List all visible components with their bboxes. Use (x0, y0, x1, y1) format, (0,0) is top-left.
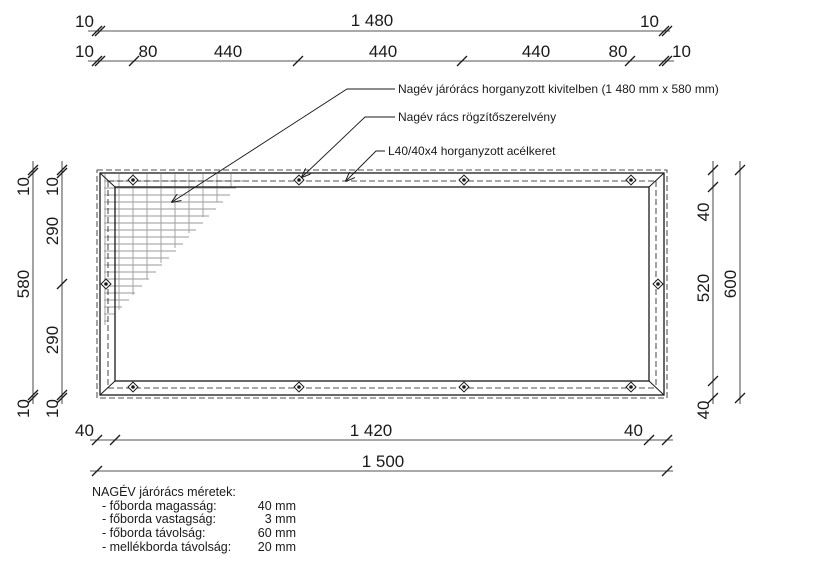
bottom-dimension-row-2: 1 500 (90, 452, 673, 477)
dim-right-40-top: 40 (694, 203, 713, 222)
top-dimension-row-2: 10 80 440 440 440 80 10 (75, 42, 691, 67)
top-dimension-row-1: 10 1 480 10 (75, 11, 673, 37)
dim-top2-440-c: 440 (522, 42, 550, 61)
dim-left-inner-10-bottom: 10 (43, 399, 62, 418)
notes-value: 3 mm (264, 512, 296, 527)
notes-label: - mellékborda távolság: (102, 539, 232, 554)
notes-row: - főborda vastagság: 3 mm (92, 513, 296, 527)
clamp-icon (100, 278, 112, 290)
notes-row: - mellékborda távolság: 20 mm (92, 539, 296, 555)
clamp-icon (625, 174, 637, 186)
callout-frame-label: L40/40x4 horganyzott acélkeret (388, 144, 556, 158)
grating-hatch (104, 174, 243, 325)
callout-frame: L40/40x4 horganyzott acélkeret (346, 144, 556, 181)
dim-bottom-1420: 1 420 (350, 421, 393, 440)
notes-title: NAGÉV járórács méretek: (92, 485, 236, 499)
clamp-icon (652, 278, 664, 290)
notes-label: - főborda távolság: (102, 526, 206, 541)
clamp-icon (458, 381, 470, 393)
dim-right-40-bottom: 40 (694, 401, 713, 420)
dim-top-10-left: 10 (75, 12, 94, 31)
clamp-icon (458, 174, 470, 186)
notes-label: - főborda vastagság: (102, 512, 216, 527)
right-inner-dimension: 40 520 40 (694, 161, 719, 420)
clamp-icon (293, 381, 305, 393)
notes-label: - főborda magasság: (102, 498, 217, 513)
dim-right-600: 600 (721, 270, 740, 298)
callout-fixing-label: Nagév rács rögzítőszerelvény (398, 110, 556, 124)
notes-value: 60 mm (257, 526, 296, 541)
dim-bottom-40-left: 40 (75, 421, 94, 440)
dim-left-10-top: 10 (14, 177, 33, 196)
dim-top2-440-b: 440 (369, 42, 397, 61)
clamp-icon (127, 381, 139, 393)
notes-value: 20 mm (257, 539, 296, 554)
fixing-clamps (100, 174, 664, 393)
notes-row: - főborda távolság: 60 mm (92, 526, 296, 541)
dim-left-inner-290-top: 290 (43, 217, 62, 245)
dim-bottom-40-right: 40 (624, 421, 643, 440)
callout-grating: Nagév járórács horganyzott kivitelben (1… (172, 82, 719, 202)
dim-left-inner-290-bottom: 290 (43, 326, 62, 354)
notes-row: - főborda magasság: 40 mm (92, 498, 296, 514)
dim-top2-80-right: 80 (609, 42, 628, 61)
dim-top-10-right: 10 (640, 12, 659, 31)
bottom-dimension-row-1: 40 1 420 40 (75, 421, 673, 446)
callout-fixing-set: Nagév rács rögzítőszerelvény (302, 110, 556, 177)
dim-top-1480: 1 480 (351, 11, 394, 30)
left-inner-dimension: 10 290 290 10 (43, 161, 68, 418)
dim-right-520: 520 (694, 274, 713, 302)
dim-top2-80-left: 80 (139, 42, 158, 61)
dim-top2-10-right: 10 (672, 42, 691, 61)
left-outer-dimension: 10 580 10 (14, 161, 39, 418)
dim-left-580: 580 (14, 270, 33, 298)
clamp-icon (625, 381, 637, 393)
notes-value: 40 mm (257, 498, 296, 513)
specification-notes: NAGÉV járórács méretek: - főborda magass… (92, 485, 296, 555)
dim-top2-10-left: 10 (75, 42, 94, 61)
callout-grating-label: Nagév járórács horganyzott kivitelben (1… (398, 82, 719, 96)
steel-frame (96, 169, 668, 399)
right-outer-dimension: 600 (721, 161, 746, 404)
dim-top2-440-a: 440 (214, 42, 242, 61)
dim-bottom-1500: 1 500 (362, 452, 405, 471)
dim-left-inner-10-top: 10 (43, 177, 62, 196)
clamp-icon (127, 174, 139, 186)
dim-left-10-bottom: 10 (14, 399, 33, 418)
